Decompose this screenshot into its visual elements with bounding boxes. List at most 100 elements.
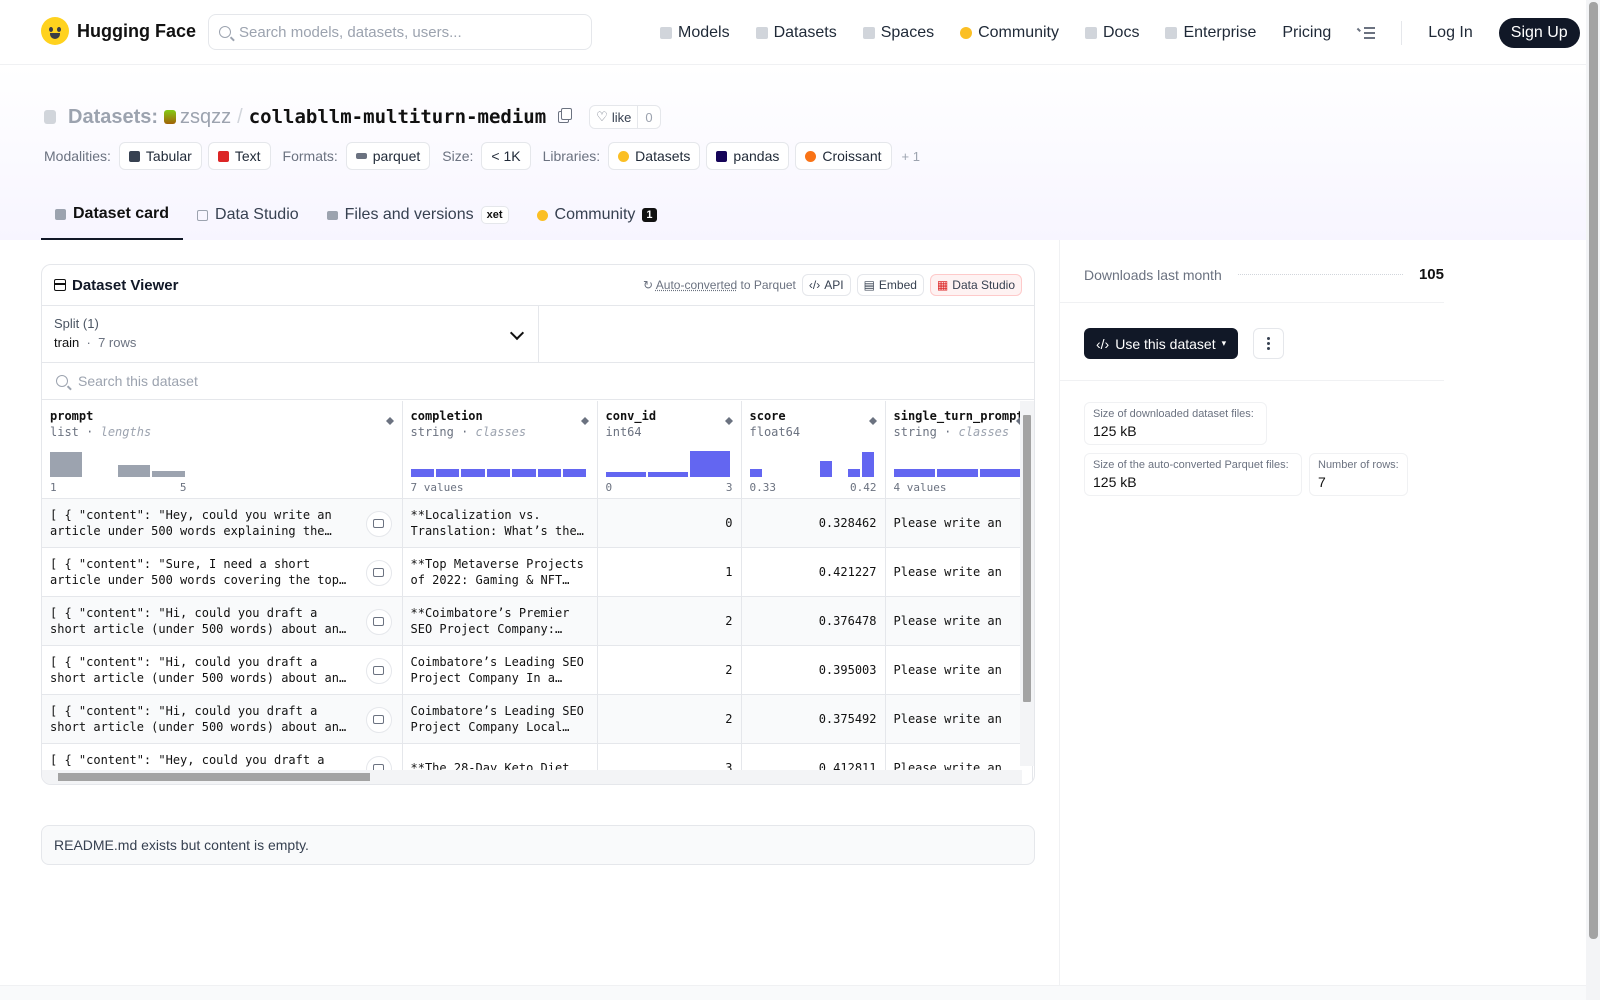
tag-text[interactable]: Text <box>207 142 271 170</box>
cell-single-turn-prompt[interactable]: Please write an less than 500 wo <box>885 694 1033 744</box>
more-menu-icon[interactable] <box>1357 27 1376 39</box>
tab-community[interactable]: Community 1 <box>523 190 671 240</box>
histogram-bar[interactable] <box>410 469 434 477</box>
histogram-bar[interactable] <box>820 461 833 477</box>
chat-icon[interactable] <box>365 608 392 635</box>
cell-prompt[interactable]: [ { "content": "Hi, could you draft a sh… <box>42 596 403 646</box>
breadcrumb-datasets[interactable]: Datasets: <box>68 105 159 128</box>
histogram-bar[interactable] <box>461 469 485 477</box>
cell-single-turn-prompt[interactable]: Please write an less than 500 wo <box>885 547 1033 597</box>
cell-score[interactable]: 0.376478 <box>741 596 886 646</box>
histogram-bar[interactable] <box>980 469 1022 477</box>
histogram-bar[interactable] <box>152 471 185 477</box>
cell-single-turn-prompt[interactable]: Please write an less than 500 wo <box>885 596 1033 646</box>
table-horizontal-scrollbar[interactable] <box>42 770 1022 784</box>
cell-score[interactable]: 0.421227 <box>741 547 886 597</box>
repo-name[interactable]: collabllm-multiturn-medium <box>248 106 547 128</box>
sort-icon[interactable] <box>868 413 877 425</box>
table-row[interactable]: [ { "content": "Hi, could you draft a sh… <box>42 596 1033 646</box>
histogram-bar[interactable] <box>936 469 979 477</box>
chat-icon[interactable] <box>365 706 392 733</box>
table-row[interactable]: [ { "content": "Hi, could you draft a sh… <box>42 694 1033 744</box>
cell-completion[interactable]: **Coimbatore’s Premier SEO Project Compa… <box>402 596 598 646</box>
tag-pandas[interactable]: pandas <box>706 142 790 170</box>
cell-score[interactable]: 0.375492 <box>741 694 886 744</box>
nav-link-datasets[interactable]: Datasets <box>755 24 837 42</box>
nav-link-models[interactable]: Models <box>660 24 730 42</box>
nav-link-pricing[interactable]: Pricing <box>1282 24 1331 42</box>
histogram-bar[interactable] <box>50 452 83 477</box>
histogram-bar[interactable] <box>690 451 731 477</box>
more-options-button[interactable] <box>1253 328 1284 359</box>
signup-button[interactable]: Sign Up <box>1498 18 1580 48</box>
tag-croissant[interactable]: Croissant <box>795 142 892 170</box>
cell-single-turn-prompt[interactable]: Please write an less than 500 wo <box>885 645 1033 695</box>
histogram-bar[interactable] <box>893 469 935 477</box>
nav-link-spaces[interactable]: Spaces <box>862 24 934 42</box>
scrollbar-thumb[interactable] <box>58 773 370 781</box>
use-dataset-button[interactable]: ‹/› Use this dataset ▾ <box>1084 328 1239 359</box>
histogram-bar[interactable] <box>862 452 875 477</box>
cell-completion[interactable]: **Localization vs. Translation: What’s t… <box>402 498 598 548</box>
cell-prompt[interactable]: [ { "content": "Hi, could you draft a sh… <box>42 694 403 744</box>
tag-tabular[interactable]: Tabular <box>118 142 202 170</box>
table-row[interactable]: [ { "content": "Sure, I need a short art… <box>42 547 1033 597</box>
cell-prompt[interactable]: [ { "content": "Sure, I need a short art… <box>42 547 403 597</box>
repo-owner[interactable]: zsqzz <box>164 106 231 129</box>
cell-prompt[interactable]: [ { "content": "Hey, could you write an … <box>42 498 403 548</box>
column-header-single-turn-prompt[interactable]: single_turn_prompt string · classes 4 valu… <box>885 401 1033 499</box>
histogram-bar[interactable] <box>848 469 861 477</box>
column-header-conv-id[interactable]: conv_id int64 0 3 <box>597 401 742 499</box>
nav-link-community[interactable]: Community <box>960 24 1059 42</box>
histogram-bar[interactable] <box>647 471 689 477</box>
sort-icon[interactable] <box>580 413 589 425</box>
like-button[interactable]: ♡ like 0 <box>589 105 661 129</box>
tab-dataset-card[interactable]: Dataset card <box>41 190 184 240</box>
cell-completion[interactable]: Coimbatore’s Leading SEO Project Company… <box>402 645 598 695</box>
login-link[interactable]: Log In <box>1428 24 1473 41</box>
sort-icon[interactable] <box>1015 413 1024 425</box>
cell-conv-id[interactable]: 2 <box>597 596 742 646</box>
chat-icon[interactable] <box>365 510 392 537</box>
tag-size[interactable]: < 1K <box>481 142 531 170</box>
split-selector[interactable]: Split (1) train · 7 rows <box>42 306 539 362</box>
global-search[interactable] <box>208 14 592 50</box>
histogram-bar[interactable] <box>749 469 762 477</box>
chat-icon[interactable] <box>365 559 392 586</box>
global-search-input[interactable] <box>239 23 569 41</box>
histogram-bar[interactable] <box>605 471 646 477</box>
column-header-score[interactable]: score float64 0.33 0.42 <box>741 401 886 499</box>
histogram-bar[interactable] <box>118 465 151 477</box>
table-row[interactable]: [ { "content": "Hi, could you draft a sh… <box>42 645 1033 695</box>
cell-conv-id[interactable]: 1 <box>597 547 742 597</box>
tag-datasets-lib[interactable]: Datasets <box>608 142 701 170</box>
cell-completion[interactable]: Coimbatore’s Leading SEO Project Company… <box>402 694 598 744</box>
histogram-bar[interactable] <box>435 469 460 477</box>
sort-icon[interactable] <box>385 413 394 425</box>
cell-conv-id[interactable]: 2 <box>597 645 742 695</box>
histogram-bar[interactable] <box>537 469 562 477</box>
tab-data-studio[interactable]: Data Studio <box>183 190 313 240</box>
cell-single-turn-prompt[interactable]: Please write an less than 500 wo <box>885 498 1033 548</box>
auto-converted-link[interactable]: Auto-converted <box>655 278 738 292</box>
data-studio-button[interactable]: ▦ Data Studio <box>929 274 1022 296</box>
nav-link-docs[interactable]: Docs <box>1085 24 1139 42</box>
scrollbar-thumb[interactable] <box>1589 2 1598 939</box>
copy-icon[interactable] <box>558 108 573 123</box>
api-button[interactable]: ‹/› API <box>801 274 851 296</box>
sort-icon[interactable] <box>724 413 733 425</box>
cell-conv-id[interactable]: 2 <box>597 694 742 744</box>
chat-icon[interactable] <box>365 657 392 684</box>
scrollbar-thumb[interactable] <box>1023 415 1031 702</box>
column-header-prompt[interactable]: prompt list · lengths 1 5 <box>42 401 403 499</box>
cell-conv-id[interactable]: 0 <box>597 498 742 548</box>
cell-score[interactable]: 0.328462 <box>741 498 886 548</box>
cell-completion[interactable]: **Top Metaverse Projects of 2022: Gaming… <box>402 547 598 597</box>
dataset-search-input[interactable] <box>78 373 578 389</box>
nav-link-enterprise[interactable]: Enterprise <box>1165 24 1256 42</box>
table-row[interactable]: [ { "content": "Hey, could you write an … <box>42 498 1033 548</box>
dataset-search[interactable] <box>42 363 1034 400</box>
more-tags[interactable]: + 1 <box>901 148 920 164</box>
embed-button[interactable]: ▤ Embed <box>856 274 924 296</box>
histogram-bar[interactable] <box>512 469 536 477</box>
